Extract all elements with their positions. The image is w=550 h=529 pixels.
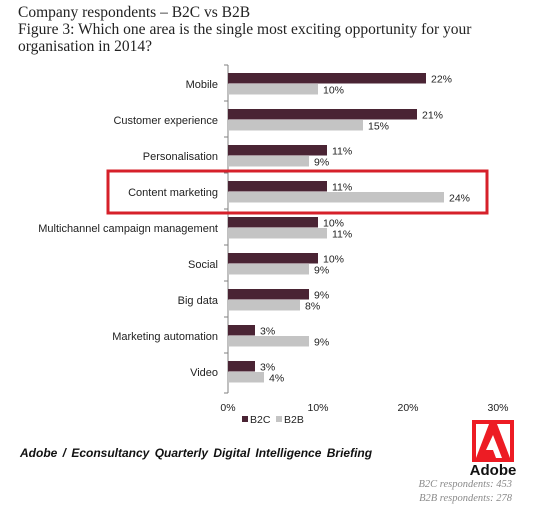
- data-label-b2b: 24%: [449, 193, 470, 205]
- legend-label-b2b: B2B: [284, 414, 304, 426]
- bar-b2b: [228, 228, 327, 239]
- bar-b2c: [228, 109, 417, 120]
- category-label: Marketing automation: [112, 331, 218, 343]
- category-label: Personalisation: [143, 151, 218, 163]
- category-label: Social: [188, 259, 218, 271]
- bar-b2c: [228, 145, 327, 156]
- category-label: Customer experience: [113, 115, 218, 127]
- bar-b2b: [228, 300, 300, 311]
- data-label-b2b: 8%: [305, 301, 320, 313]
- bar-chart: Mobile 22% 10% Customer experience 21% 15% Per…: [38, 64, 509, 426]
- data-label-b2c: 10%: [323, 218, 344, 230]
- category-label: Mobile: [186, 79, 218, 91]
- data-label-b2c: 9%: [314, 290, 329, 302]
- bar-b2b: [228, 120, 363, 131]
- title-line-2: Figure 3: Which one area is the single m…: [18, 21, 472, 38]
- data-label-b2c: 22%: [431, 74, 452, 86]
- category-label: Video: [190, 367, 218, 379]
- bar-b2b: [228, 264, 309, 275]
- chart-title: Company respondents – B2C vs B2B Figure …: [18, 4, 538, 55]
- data-label-b2b: 4%: [269, 373, 284, 385]
- b2c-respondents-note: B2C respondents: 453: [418, 479, 512, 490]
- data-label-b2c: 21%: [422, 110, 443, 122]
- data-label-b2c: 11%: [332, 182, 352, 194]
- x-tick-label: 20%: [397, 402, 418, 414]
- bar-b2b: [228, 192, 444, 203]
- title-line-1: Company respondents – B2C vs B2B: [18, 4, 251, 21]
- data-label-b2b: 9%: [314, 265, 329, 277]
- adobe-logo-icon: [472, 420, 514, 462]
- b2b-respondents-note: B2B respondents: 278: [419, 493, 512, 504]
- source-credit: Adobe / Econsultancy Quarterly Digital I…: [20, 446, 373, 460]
- data-label-b2c: 10%: [323, 254, 344, 266]
- bar-b2b: [228, 84, 318, 95]
- bar-b2c: [228, 217, 318, 228]
- x-tick-label: 10%: [307, 402, 328, 414]
- x-tick-label: 0%: [220, 402, 235, 414]
- data-label-b2b: 9%: [314, 337, 329, 349]
- bar-b2c: [228, 325, 255, 336]
- data-label-b2b: 9%: [314, 157, 329, 169]
- adobe-logo-wordmark: Adobe: [469, 462, 517, 479]
- bar-b2c: [228, 289, 309, 300]
- bar-b2c: [228, 361, 255, 372]
- legend-swatch-b2b: [276, 416, 282, 422]
- bar-b2b: [228, 156, 309, 167]
- title-line-3: organisation in 2014?: [18, 38, 153, 55]
- bar-b2c: [228, 253, 318, 264]
- data-label-b2b: 11%: [332, 229, 352, 241]
- highlight-box: [106, 169, 489, 215]
- data-label-b2c: 3%: [260, 326, 275, 338]
- category-label: Content marketing: [128, 187, 218, 199]
- data-label-b2b: 15%: [368, 121, 389, 133]
- data-label-b2c: 3%: [260, 362, 275, 374]
- category-label: Big data: [178, 295, 219, 307]
- bar-b2b: [228, 336, 309, 347]
- data-label-b2c: 11%: [332, 146, 352, 158]
- data-label-b2b: 10%: [323, 85, 344, 97]
- bar-b2b: [228, 372, 264, 383]
- legend-swatch-b2c: [242, 416, 248, 422]
- bar-b2c: [228, 181, 327, 192]
- category-label: Multichannel campaign management: [38, 223, 218, 235]
- adobe-logo: Adobe: [464, 420, 522, 480]
- x-tick-label: 30%: [487, 402, 508, 414]
- bar-b2c: [228, 73, 426, 84]
- legend-label-b2c: B2C: [250, 414, 271, 426]
